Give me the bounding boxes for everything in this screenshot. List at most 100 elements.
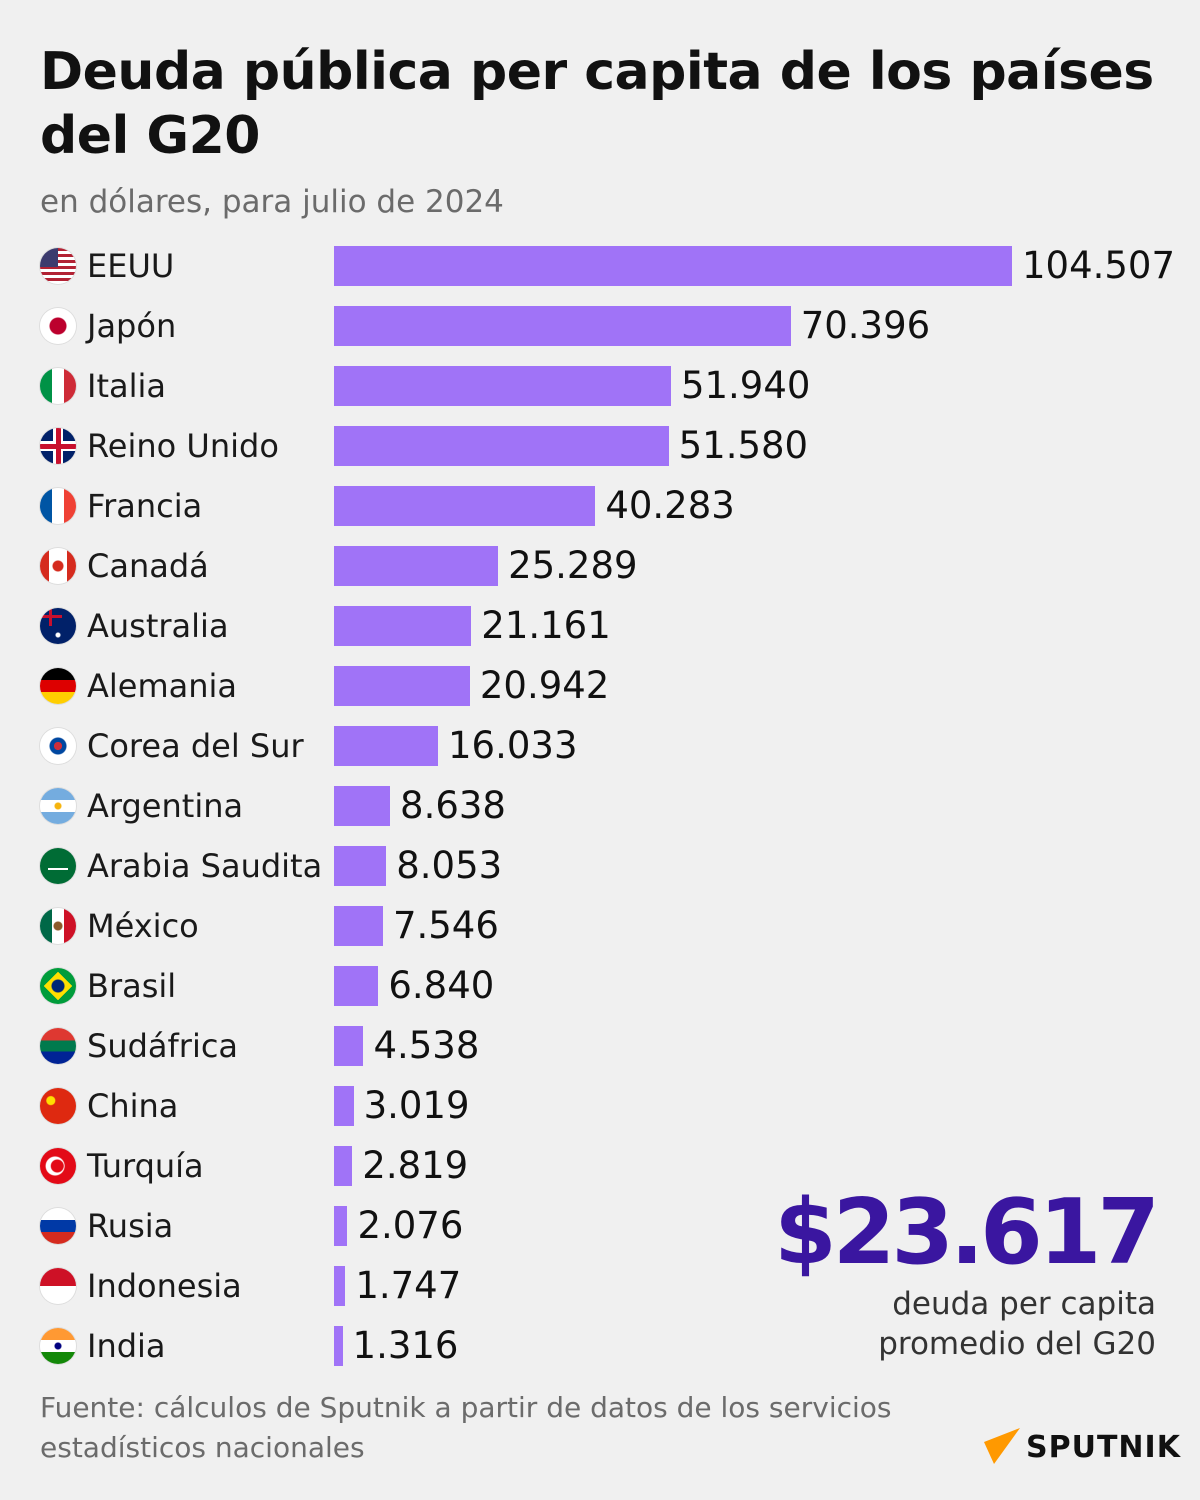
source-note: Fuente: cálculos de Sputnik a partir de …: [40, 1391, 892, 1464]
bar-row: Australia 21.161: [0, 604, 1200, 647]
bar-row: EEUU 104.507: [0, 244, 1200, 287]
bar: [334, 1026, 364, 1066]
data-label: 25.289: [508, 544, 638, 587]
category-label: Corea del Sur: [87, 727, 304, 765]
flag-in-icon: [40, 1328, 76, 1364]
bar-row: Brasil 6.840: [0, 964, 1200, 1007]
average-caption: deuda per capita promedio del G20: [878, 1284, 1156, 1364]
flag-jp-icon: [40, 308, 76, 344]
sputnik-arrow-icon: [984, 1428, 1020, 1464]
category-label: Francia: [87, 487, 203, 525]
bar: [334, 786, 391, 826]
category-label: Argentina: [87, 787, 244, 825]
data-label: 51.580: [678, 424, 809, 467]
data-label: 104.507: [1022, 244, 1176, 287]
bar-row: Indonesia 1.747: [0, 1264, 1200, 1307]
bar: [334, 606, 472, 646]
data-label: 1.316: [352, 1324, 459, 1367]
logo-text: SPUTNIK: [1026, 1429, 1181, 1465]
flag-sa-icon: [40, 848, 76, 884]
bar-row: Turquía 2.819: [0, 1144, 1200, 1187]
sputnik-logo: SPUTNIK: [984, 1428, 1181, 1466]
data-label: 40.283: [605, 484, 735, 527]
data-label: 1.747: [355, 1264, 462, 1307]
bar-row: Reino Unido 51.580: [0, 424, 1200, 467]
flag-ru-icon: [40, 1208, 76, 1244]
flag-br-icon: [40, 968, 76, 1004]
bar-row: Francia 40.283: [0, 484, 1200, 527]
bar-row: Japón 70.396: [0, 304, 1200, 347]
category-label: Arabia Saudita: [87, 847, 323, 885]
data-label: 21.161: [481, 604, 611, 647]
flag-it-icon: [40, 368, 76, 404]
average-caption-line2: promedio del G20: [878, 1326, 1156, 1362]
category-label: Italia: [87, 367, 166, 405]
bar: [334, 726, 439, 766]
bar: [334, 246, 1012, 286]
bar: [334, 666, 470, 706]
data-label: 6.840: [388, 964, 495, 1007]
bar: [334, 306, 791, 346]
data-label: 20.942: [479, 664, 610, 707]
data-label: 2.076: [357, 1204, 464, 1247]
bar: [334, 1206, 348, 1246]
data-label: 16.033: [448, 724, 578, 767]
bar: [334, 906, 383, 946]
category-label: Reino Unido: [87, 427, 279, 465]
bar-row: India 1.316: [0, 1324, 1200, 1367]
flag-us-icon: [40, 248, 76, 284]
bar-row: Sudáfrica 4.538: [0, 1024, 1200, 1067]
flag-cn-icon: [40, 1088, 76, 1124]
category-label: China: [87, 1087, 179, 1125]
category-label: India: [87, 1327, 166, 1365]
bar-row: Alemania 20.942: [0, 664, 1200, 707]
flag-kr-icon: [40, 728, 76, 764]
category-label: Rusia: [87, 1207, 174, 1245]
bar-row: Rusia 2.076: [0, 1204, 1200, 1247]
category-label: Turquía: [87, 1147, 204, 1185]
flag-za-icon: [40, 1028, 76, 1064]
data-label: 70.396: [800, 304, 931, 347]
data-label: 51.940: [680, 364, 811, 407]
bar-row: Arabia Saudita 8.053: [0, 844, 1200, 887]
bar-row: Italia 51.940: [0, 364, 1200, 407]
average-caption-line1: deuda per capita: [892, 1286, 1156, 1322]
bar: [334, 426, 669, 466]
data-label: 3.019: [363, 1084, 470, 1127]
category-label: Indonesia: [87, 1267, 242, 1305]
chart-title: Deuda pública per capita de los países d…: [40, 42, 1154, 166]
flag-tr-icon: [40, 1148, 76, 1184]
category-label: Brasil: [87, 967, 177, 1005]
data-label: 7.546: [392, 904, 499, 947]
bar: [334, 846, 387, 886]
flag-ar-icon: [40, 788, 76, 824]
flag-id-icon: [40, 1268, 76, 1304]
bar: [334, 486, 596, 526]
data-label: 8.053: [396, 844, 503, 887]
category-label: México: [87, 907, 199, 945]
flag-fr-icon: [40, 488, 76, 524]
average-value: $23.617: [774, 1180, 1160, 1285]
bar: [334, 1146, 353, 1186]
category-label: Canadá: [87, 547, 209, 585]
flag-gb-icon: [40, 428, 76, 464]
category-label: Alemania: [87, 667, 238, 705]
category-label: Japón: [87, 307, 177, 345]
flag-au-icon: [40, 608, 76, 644]
bar-row: Argentina 8.638: [0, 784, 1200, 827]
bar-row: China 3.019: [0, 1084, 1200, 1127]
bar: [334, 366, 671, 406]
bar-row: Corea del Sur 16.033: [0, 724, 1200, 767]
chart-subtitle: en dólares, para julio de 2024: [40, 184, 504, 220]
bar: [334, 1086, 354, 1126]
bar-row: México 7.546: [0, 904, 1200, 947]
category-label: EEUU: [87, 247, 175, 285]
data-label: 8.638: [400, 784, 506, 827]
bar: [334, 546, 499, 586]
bar: [334, 966, 379, 1006]
data-label: 4.538: [373, 1024, 480, 1067]
category-label: Australia: [87, 607, 229, 645]
bar: [334, 1326, 343, 1366]
flag-mx-icon: [40, 908, 76, 944]
flag-ca-icon: [40, 548, 76, 584]
